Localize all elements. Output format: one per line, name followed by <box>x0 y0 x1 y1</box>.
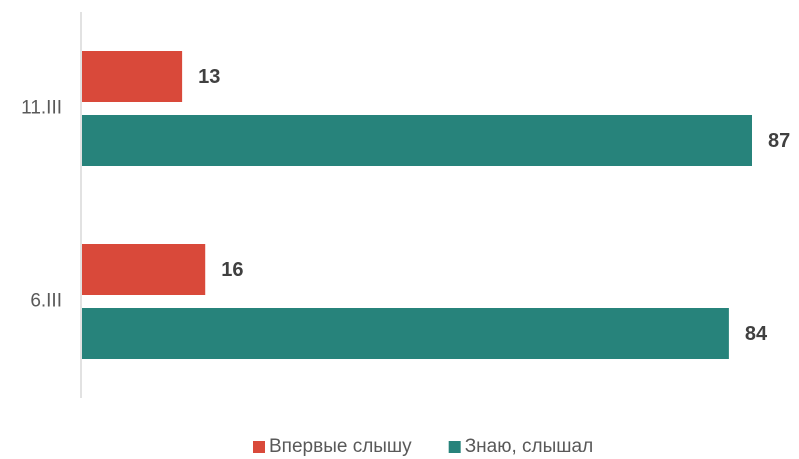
legend-label: Впервые слышу <box>269 436 412 457</box>
data-label: 13 <box>198 66 220 88</box>
data-label: 84 <box>745 323 768 345</box>
data-label: 16 <box>221 259 243 281</box>
legend-swatch <box>253 441 265 453</box>
bar <box>82 115 752 166</box>
bar <box>82 51 183 102</box>
legend-label: Знаю, слышал <box>465 436 593 457</box>
y-tick-label: 11.III <box>21 98 62 119</box>
y-tick-label: 6.III <box>30 291 62 312</box>
legend-swatch <box>448 441 461 453</box>
bar <box>82 308 729 359</box>
bar <box>82 244 206 295</box>
data-label: 87 <box>768 130 790 152</box>
